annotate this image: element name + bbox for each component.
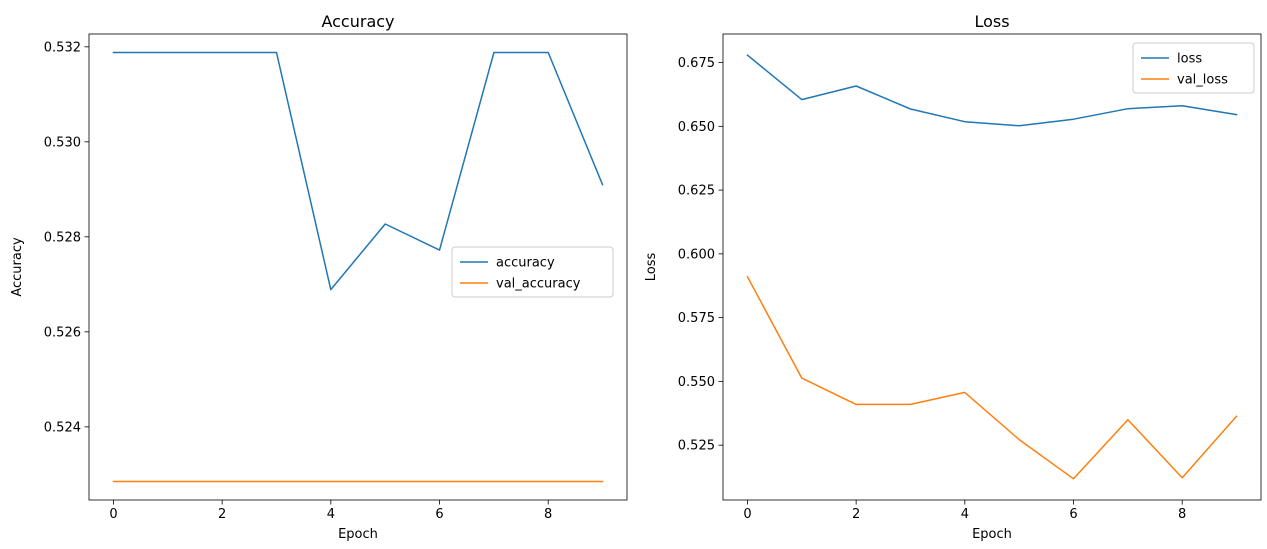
series-line-accuracy xyxy=(112,51,604,291)
y-tick-label: 0.525 xyxy=(678,439,715,454)
x-tick-label: 6 xyxy=(435,507,443,522)
legend-label-loss: loss xyxy=(1177,52,1202,67)
plot-frame xyxy=(722,33,1262,501)
y-tick-label: 0.532 xyxy=(44,40,81,55)
y-axis-label: Loss xyxy=(644,253,659,282)
legend-box xyxy=(451,246,614,298)
legend: accuracy val_accuracy xyxy=(451,246,614,298)
chart-title: Loss xyxy=(974,12,1009,31)
legend-label-val-accuracy: val_accuracy xyxy=(496,277,581,292)
y-tick-label: 0.675 xyxy=(678,56,715,71)
y-tick-label: 0.600 xyxy=(678,247,715,262)
x-tick-label: 8 xyxy=(544,507,552,522)
y-tick-label: 0.528 xyxy=(44,230,81,245)
x-tick-label: 2 xyxy=(852,507,860,522)
x-tick-label: 4 xyxy=(327,507,335,522)
y-tick-label: 0.575 xyxy=(678,311,715,326)
legend-label-accuracy: accuracy xyxy=(496,256,555,271)
x-tick-label: 0 xyxy=(743,507,751,522)
y-tick-label: 0.550 xyxy=(678,375,715,390)
accuracy-chart: Accuracy 0 2 4 6 8 0.524 0.526 0.528 0.530 0.532 Ep… xyxy=(10,12,628,542)
legend: loss val_loss xyxy=(1132,42,1255,94)
x-axis-label: Epoch xyxy=(338,527,378,542)
x-tick-label: 2 xyxy=(218,507,226,522)
plot-frame xyxy=(88,33,628,501)
legend-box xyxy=(1132,42,1255,94)
y-tick-label: 0.625 xyxy=(678,184,715,199)
x-tick-label: 4 xyxy=(961,507,969,522)
x-tick-label: 6 xyxy=(1069,507,1077,522)
chart-title: Accuracy xyxy=(321,12,394,31)
x-axis-label: Epoch xyxy=(972,527,1012,542)
y-tick-label: 0.650 xyxy=(678,120,715,135)
series-line-loss xyxy=(746,54,1238,127)
legend-label-val-loss: val_loss xyxy=(1177,73,1228,88)
y-tick-label: 0.530 xyxy=(44,135,81,150)
loss-chart: Loss 0 2 4 6 8 0.525 0.550 0.575 0.600 0.625 0.650 0… xyxy=(644,12,1262,542)
series-line-val-loss xyxy=(746,275,1238,480)
y-axis-label: Accuracy xyxy=(10,237,25,297)
x-tick-label: 0 xyxy=(109,507,117,522)
y-tick-label: 0.526 xyxy=(44,325,81,340)
y-tick-label: 0.524 xyxy=(44,420,81,435)
x-tick-label: 8 xyxy=(1178,507,1186,522)
